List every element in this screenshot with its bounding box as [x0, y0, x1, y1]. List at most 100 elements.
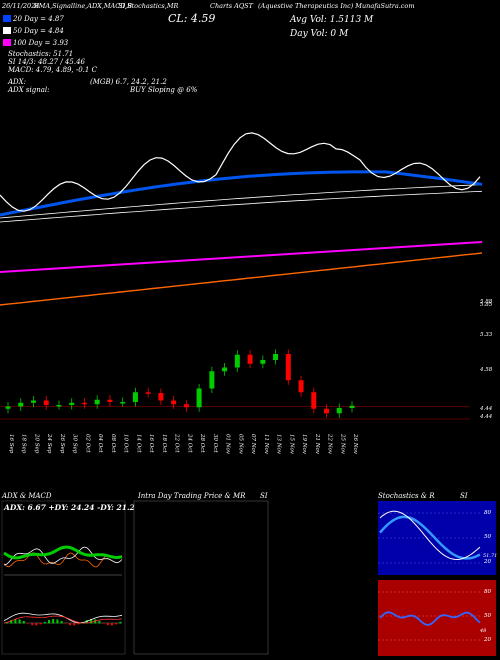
- candle-body: [5, 406, 11, 409]
- avg-volume: Avg Vol: 1.5113 M: [289, 15, 374, 25]
- stoch-si-title: SI: [460, 492, 468, 500]
- macd-histogram-bar: [64, 623, 67, 624]
- date-tick-label: 14 Oct: [135, 434, 141, 453]
- info-stochastics: Stochastics: 51.71: [8, 50, 73, 58]
- header-company: (Aquestive Therapeutics Inc) MunafaSutra…: [258, 2, 415, 10]
- stoch-value-label: 51.71: [483, 553, 497, 559]
- macd-histogram-bar: [90, 619, 92, 624]
- intraday-panel: Intra Day Trading Price & MR SI: [133, 492, 269, 655]
- ema200-line: [0, 252, 483, 306]
- candle-body: [107, 399, 113, 402]
- header-stoch: SI,Stochastics,MR: [118, 2, 178, 10]
- macd-histogram-bar: [27, 623, 29, 624]
- stoch-axis-20: 20: [483, 559, 491, 565]
- candle-body: [69, 402, 75, 405]
- info-adx-signal: ADX signal:: [7, 86, 49, 94]
- date-tick-label: 25 Nov: [339, 433, 345, 455]
- candle-body: [273, 354, 279, 360]
- si-plot: [378, 591, 482, 641]
- candle-body: [247, 354, 253, 364]
- close-label: CL: 4.59: [168, 12, 215, 25]
- price-tick-label: 5.88: [480, 299, 493, 305]
- macd-histogram-bar: [31, 623, 34, 626]
- candle-body: [298, 380, 304, 393]
- date-tick-label: 24 Sep: [46, 433, 52, 454]
- legend-swatch-ema20: [3, 15, 11, 22]
- adx-plot: [3, 545, 123, 576]
- day-volume: Day Vol: 0 M: [289, 29, 349, 39]
- candle-body: [56, 405, 62, 407]
- ema50-upper-line: [0, 184, 483, 219]
- macd-histogram-bar: [106, 623, 109, 626]
- stoch-k-line: [379, 510, 481, 561]
- candle-body: [349, 405, 355, 408]
- legend-swatch-ema50: [3, 27, 11, 34]
- macd-histogram-bar: [10, 620, 13, 624]
- date-tick-label: 07 Nov: [250, 434, 256, 455]
- candle-body: [81, 402, 87, 405]
- header: 26/11/2024 EMA,Signalline,ADX,MACD,B SI,…: [1, 2, 415, 39]
- date-tick-label: 13 Nov: [276, 434, 282, 455]
- macd-histogram-bar: [43, 621, 46, 624]
- macd-histogram-bar: [102, 623, 105, 624]
- date-tick-label: 30 Oct: [212, 434, 218, 453]
- legend-ema50: 50 Day = 4.84: [13, 27, 64, 35]
- adx-readout: ADX: 6.67 +DY: 24.24 -DY: 21.21: [3, 503, 140, 512]
- price-tick-label: 4.44: [479, 414, 493, 420]
- intraday-si: SI: [260, 492, 268, 500]
- legend-ema100: 100 Day = 3.93: [13, 39, 69, 47]
- stoch-title: Stochastics & R: [378, 492, 435, 500]
- macd-histogram-bar: [52, 619, 55, 624]
- date-tick-label: 18 Oct: [161, 434, 167, 453]
- stoch-background: [378, 501, 496, 575]
- date-tick-label: 26 Sep: [59, 433, 65, 454]
- date-axis: 16 Sep 18 Sep 20 Sep 24 Sep 26 Sep 30 Sep 02 O…: [8, 433, 358, 455]
- price-tick-label: 5.85: [480, 302, 493, 308]
- si-line: [379, 611, 481, 626]
- stochastics-panel: Stochastics & R SI 80 50 20 51.71 80 50 …: [378, 492, 497, 656]
- macd-signal-line: [3, 615, 123, 624]
- stoch-plot: [378, 510, 482, 564]
- date-tick-label: 08 Oct: [110, 434, 116, 453]
- adx-minus-line: [3, 552, 123, 568]
- candle-body: [171, 400, 177, 405]
- date-tick-label: 04 Oct: [97, 434, 103, 453]
- date-tick-label: 22 Nov: [327, 433, 333, 455]
- date-tick-label: 02 Oct: [84, 434, 90, 453]
- price-tick-label: 4.44: [479, 406, 493, 412]
- date-tick-label: 01 Nov: [225, 434, 231, 455]
- macd-histogram-bar: [18, 619, 21, 624]
- candle-body: [222, 367, 228, 372]
- info-adx-signal-value: BUY Sloping @ 6%: [129, 86, 198, 94]
- candle-body: [209, 371, 215, 389]
- date-tick-label: 24 Oct: [186, 433, 192, 453]
- macd-histogram-bar: [35, 623, 38, 626]
- price-tick-label: 5.33: [480, 332, 493, 338]
- legend: 20 Day = 4.87 50 Day = 4.84 100 Day = 3.…: [3, 15, 198, 94]
- adx-plus-line: [3, 546, 123, 566]
- date-tick-label: 11 Nov: [263, 434, 269, 455]
- price-axis: 5.885.85 5.33 4.58 4.44 4.44: [479, 299, 493, 420]
- date-tick-label: 05 Nov: [237, 434, 243, 455]
- header-charts: Charts AQST: [210, 2, 254, 10]
- candle-body: [260, 360, 266, 364]
- price-tick-label: 4.58: [479, 367, 493, 373]
- date-tick-label: 21 Nov: [314, 433, 320, 455]
- macd-histogram-bar: [98, 621, 101, 624]
- macd-histogram-bar: [48, 620, 50, 624]
- macd-histogram-bar: [119, 621, 122, 624]
- candle-body: [285, 354, 291, 381]
- price-close-line: [0, 132, 481, 212]
- date-tick-label: 19 Nov: [301, 434, 307, 455]
- si-value-label: 48: [479, 628, 486, 634]
- info-macd: MACD: 4.79, 4.89, -0.1 C: [7, 66, 98, 74]
- info-adx-values: (MGB) 6.7, 24.2, 21.2: [90, 78, 167, 86]
- intraday-title: Intra Day Trading Price & MR: [137, 492, 246, 500]
- date-tick-label: 26 Nov: [352, 433, 358, 455]
- candle-body: [158, 393, 164, 401]
- candle-body: [234, 354, 240, 368]
- date-tick-label: 22 Oct: [174, 433, 180, 453]
- date-tick-label: 28 Oct: [199, 433, 205, 453]
- date-tick-label: 16 Sep: [8, 434, 14, 454]
